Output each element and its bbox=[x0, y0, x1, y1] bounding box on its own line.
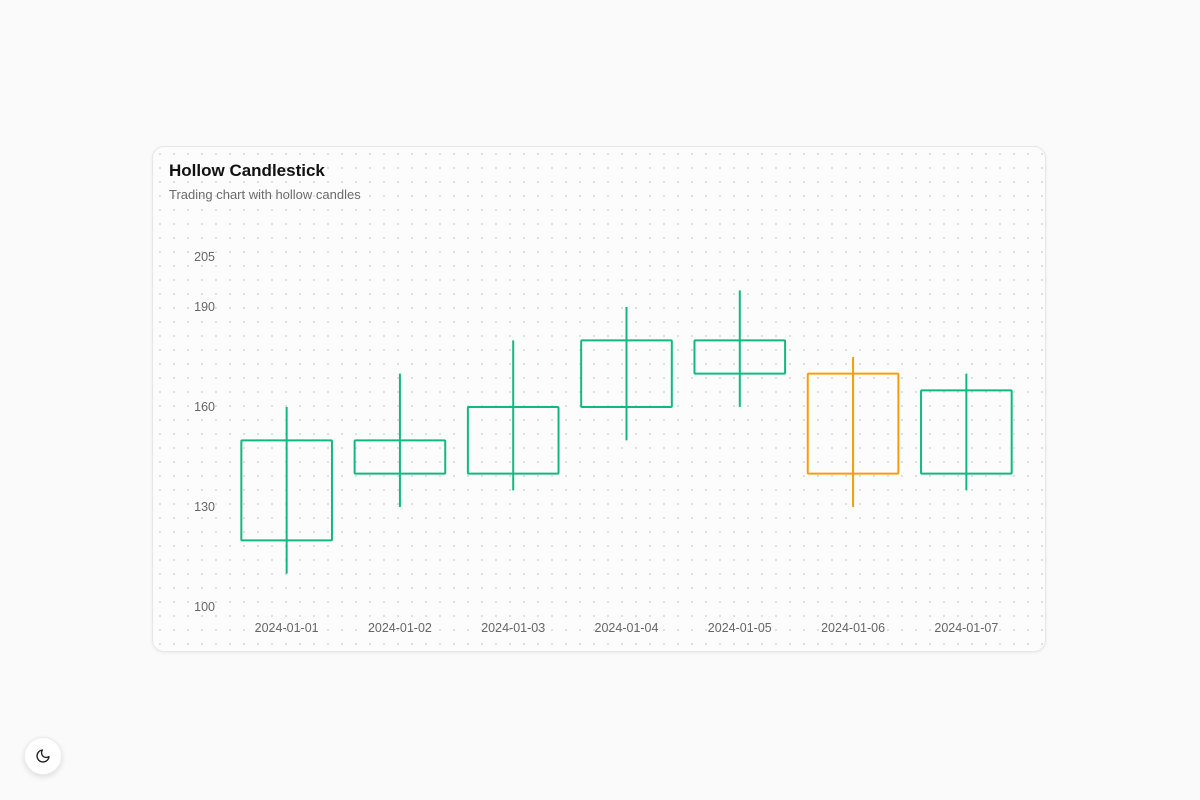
theme-toggle-button[interactable] bbox=[24, 737, 62, 775]
x-tick-label: 2024-01-06 bbox=[821, 621, 885, 635]
candle bbox=[240, 407, 333, 574]
y-tick-label: 100 bbox=[194, 600, 215, 614]
chart-title: Hollow Candlestick bbox=[169, 161, 325, 180]
candle bbox=[580, 307, 673, 441]
x-tick-label: 2024-01-07 bbox=[934, 621, 998, 635]
y-axis: 100 130 160 190 205 bbox=[194, 250, 215, 614]
candle bbox=[693, 290, 787, 407]
chart-subtitle: Trading chart with hollow candles bbox=[169, 187, 361, 202]
candle bbox=[920, 373, 1013, 491]
x-tick-label: 2024-01-05 bbox=[708, 621, 772, 635]
y-tick-label: 160 bbox=[194, 400, 215, 414]
candle bbox=[353, 373, 447, 507]
x-tick-label: 2024-01-02 bbox=[368, 621, 432, 635]
y-tick-label: 190 bbox=[194, 300, 215, 314]
y-tick-label: 130 bbox=[194, 500, 215, 514]
candle bbox=[466, 340, 560, 491]
candles bbox=[240, 290, 1013, 574]
x-tick-label: 2024-01-03 bbox=[481, 621, 545, 635]
x-axis: 2024-01-01 2024-01-02 2024-01-03 2024-01-04… bbox=[255, 621, 999, 635]
y-tick-label: 205 bbox=[194, 250, 215, 264]
chart-card: Hollow Candlestick Trading chart with ho… bbox=[152, 146, 1046, 652]
candle bbox=[806, 357, 900, 507]
moon-icon bbox=[36, 749, 50, 763]
x-tick-label: 2024-01-04 bbox=[595, 621, 659, 635]
x-tick-label: 2024-01-01 bbox=[255, 621, 319, 635]
